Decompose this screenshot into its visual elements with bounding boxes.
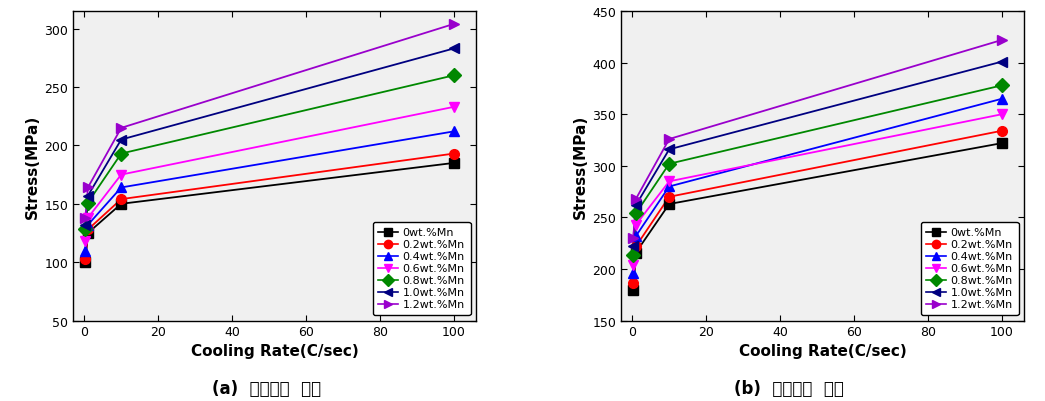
Legend: 0wt.%Mn, 0.2wt.%Mn, 0.4wt.%Mn, 0.6wt.%Mn, 0.8wt.%Mn, 1.0wt.%Mn, 1.2wt.%Mn: 0wt.%Mn, 0.2wt.%Mn, 0.4wt.%Mn, 0.6wt.%Mn…	[921, 223, 1019, 315]
Text: (b)  인장강도  예측: (b) 인장강도 예측	[734, 379, 844, 397]
Text: (a)  항복강도  예측: (a) 항복강도 예측	[212, 379, 321, 397]
X-axis label: Cooling Rate(C/sec): Cooling Rate(C/sec)	[191, 343, 358, 358]
Y-axis label: Stress(MPa): Stress(MPa)	[25, 114, 41, 219]
X-axis label: Cooling Rate(C/sec): Cooling Rate(C/sec)	[739, 343, 906, 358]
Legend: 0wt.%Mn, 0.2wt.%Mn, 0.4wt.%Mn, 0.6wt.%Mn, 0.8wt.%Mn, 1.0wt.%Mn, 1.2wt.%Mn: 0wt.%Mn, 0.2wt.%Mn, 0.4wt.%Mn, 0.6wt.%Mn…	[373, 223, 470, 315]
Y-axis label: Stress(MPa): Stress(MPa)	[574, 114, 588, 219]
